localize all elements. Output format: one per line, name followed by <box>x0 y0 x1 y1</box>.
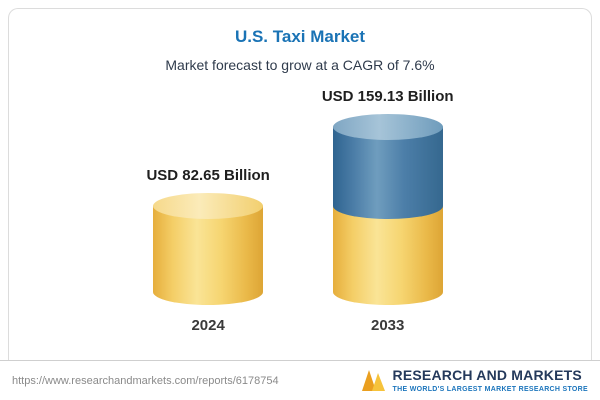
chart-subtitle: Market forecast to grow at a CAGR of 7.6… <box>165 57 435 73</box>
logo-tagline: THE WORLD'S LARGEST MARKET RESEARCH STOR… <box>392 385 588 393</box>
cylinder-2033-junction-cap <box>332 193 443 220</box>
cylinder-2024-top-cap <box>153 193 264 220</box>
report-url[interactable]: https://www.researchandmarkets.com/repor… <box>12 374 279 387</box>
chart-area: USD 82.65 Billion 2024 USD 159.13 Billio… <box>9 88 591 334</box>
cylinder-2024 <box>153 193 264 305</box>
value-label-2033: USD 159.13 Billion <box>321 87 454 105</box>
cylinder-2033-top-cap <box>332 113 443 140</box>
cylinder-2033 <box>332 113 443 305</box>
chart-card: U.S. Taxi Market Market forecast to grow… <box>8 8 592 360</box>
category-label-2024: 2024 <box>191 317 225 334</box>
logo-text-block: RESEARCH AND MARKETS THE WORLD'S LARGEST… <box>393 367 588 393</box>
chart-title: U.S. Taxi Market <box>234 27 366 46</box>
cylinder-2024-body <box>153 206 264 292</box>
logo-title: RESEARCH AND MARKETS <box>392 367 582 384</box>
cylinder-2033-growth-body <box>332 126 443 207</box>
value-label-2024: USD 82.65 Billion <box>146 167 270 185</box>
bar-group-2033: USD 159.13 Billion 2033 <box>322 88 454 334</box>
research-and-markets-logo: RESEARCH AND MARKETS THE WORLD'S LARGEST… <box>361 367 588 393</box>
bar-group-2024: USD 82.65 Billion 2024 <box>146 167 269 334</box>
cylinder-2033-base-body <box>332 206 443 292</box>
research-and-markets-logo-icon <box>361 370 385 392</box>
cylinder-2033-bottom-cap <box>332 279 443 305</box>
category-label-2033: 2033 <box>371 317 405 334</box>
footer: https://www.researchandmarkets.com/repor… <box>0 360 600 400</box>
cylinder-2024-bottom-cap <box>153 279 264 305</box>
